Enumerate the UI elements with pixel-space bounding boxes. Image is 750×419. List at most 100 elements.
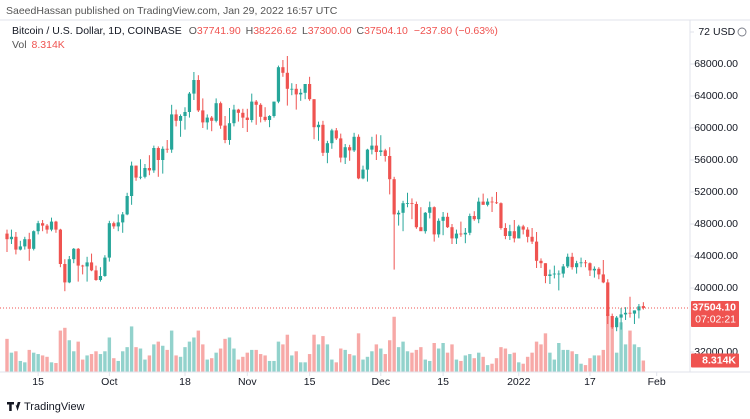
volume-bar (161, 345, 165, 372)
volume-bar (365, 356, 370, 372)
volume-bar (619, 322, 623, 372)
candle-body (49, 221, 54, 230)
volume-bar (468, 354, 472, 372)
volume-bar (174, 355, 178, 372)
volume-bar (432, 343, 436, 372)
y-tick-label: 68000.00 (694, 58, 738, 70)
volume-bar (623, 344, 628, 372)
volume-bar (89, 354, 94, 372)
volume-bar (294, 351, 298, 372)
candle-body (112, 223, 116, 227)
candle-body (67, 259, 71, 283)
candle-body (103, 257, 107, 276)
candle-body (597, 268, 601, 275)
candle-body (508, 231, 512, 236)
volume-bar (512, 352, 516, 372)
symbol-title: Bitcoin / U.S. Dollar, 1D, COINBASE (12, 25, 182, 37)
volume-badge-label: 8.314K (702, 354, 736, 366)
volume-bar (72, 351, 76, 372)
volume-bar (223, 338, 227, 372)
candle-body (138, 176, 143, 178)
candle-body (543, 263, 548, 276)
volume-bar (548, 352, 552, 372)
volume-bar (290, 355, 294, 372)
open-label: O (189, 25, 197, 37)
candle-body (588, 263, 592, 271)
volume-bar (383, 354, 387, 372)
candle-body (619, 314, 623, 318)
volume-bar (178, 356, 183, 372)
volume-bar (521, 363, 525, 372)
volume-pane (5, 314, 646, 372)
volume-bar (388, 340, 392, 372)
y-tick-label: 40000.00 (694, 282, 738, 294)
candle-body (259, 104, 263, 117)
volume-bar (392, 316, 396, 372)
candle-body (370, 145, 374, 150)
volume-bar (58, 330, 63, 372)
candle-body (63, 264, 67, 283)
candle-body (570, 256, 574, 268)
volume-bar (245, 352, 249, 372)
candle-body (552, 273, 556, 275)
candle-body (499, 203, 503, 228)
volume-bar (356, 333, 361, 372)
info-icon[interactable] (737, 27, 747, 37)
volume-bar (423, 359, 427, 372)
candle-body (45, 225, 49, 230)
y-tick-label: 60000.00 (694, 122, 738, 134)
candle-body (450, 227, 454, 239)
candle-body (321, 124, 325, 153)
volume-bar (23, 362, 27, 372)
volume-bar (205, 359, 209, 372)
candle-body (201, 110, 205, 123)
candle-body (561, 266, 565, 274)
candle-body (583, 262, 588, 264)
volume-bar (165, 349, 169, 372)
volume-bar (232, 348, 236, 372)
volume-bar (477, 352, 481, 372)
x-tick-label: 18 (179, 376, 191, 388)
volume-bar (410, 352, 414, 372)
candle-body (303, 84, 307, 93)
volume-bar (250, 349, 254, 372)
x-tick-label: 15 (304, 376, 316, 388)
candle-body (276, 67, 281, 102)
volume-bar (588, 358, 592, 372)
candle-body (468, 216, 472, 233)
candle-body (272, 101, 276, 116)
candle-body (601, 274, 605, 283)
open-value: 37741.90 (197, 25, 241, 37)
volume-bar (258, 354, 263, 372)
volume-bar (169, 330, 174, 372)
candle-body (592, 268, 596, 271)
candle-body (512, 231, 516, 239)
volume-bar (490, 363, 494, 372)
candle-body (241, 112, 245, 118)
candle-body (428, 207, 432, 213)
volume-bar (236, 359, 241, 372)
volume-bar (361, 359, 365, 372)
candle-body (437, 220, 441, 235)
logo-icon (7, 402, 21, 411)
candle-body (623, 312, 628, 315)
volume-bar (285, 334, 290, 372)
candle-body (245, 117, 249, 120)
candle-body (379, 150, 383, 152)
candle-body (236, 109, 240, 113)
volume-bar (330, 359, 334, 372)
volume-bar (210, 358, 214, 372)
volume-bar (14, 351, 18, 372)
volume-bar (472, 358, 476, 372)
candle-body (116, 222, 120, 227)
volume-bar (76, 341, 80, 372)
x-tick-label: Nov (238, 376, 257, 388)
candle-body (575, 263, 579, 268)
candle-body (477, 201, 481, 220)
y-tick-label: 64000.00 (694, 90, 738, 102)
candle-body (490, 201, 494, 203)
volume-bar (263, 355, 267, 372)
candle-body (58, 229, 62, 264)
volume-bar (54, 363, 58, 372)
candle-body (5, 233, 9, 240)
